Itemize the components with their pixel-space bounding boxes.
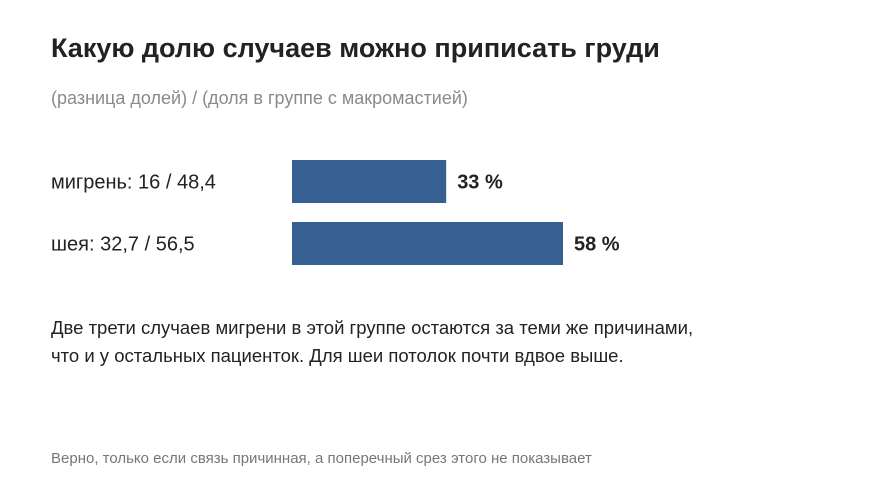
bars-layer: мигрень: 16 / 48,4 33 % шея: 32,7 / 56,5 58… [51,160,620,265]
explanation-line-2: что и у остальных пациенток. Для шеи пот… [51,345,624,366]
value-label: 58 % [574,234,620,256]
bar [292,222,563,265]
explanation-line-1: Две трети случаев мигрени в этой группе … [51,317,694,338]
chart-subtitle: (разница долей) / (доля в группе с макро… [51,88,468,108]
bar [292,160,447,203]
explanation-text: Две трети случаев мигрени в этой группе … [51,314,831,370]
chart-title: Какую долю случаев можно приписать груди [51,33,660,63]
category-label: шея: 32,7 / 56,5 [51,234,195,256]
value-label: 33 % [457,172,503,194]
footnote: Верно, только если связь причинная, а по… [51,450,592,467]
category-label: мигрень: 16 / 48,4 [51,172,216,194]
